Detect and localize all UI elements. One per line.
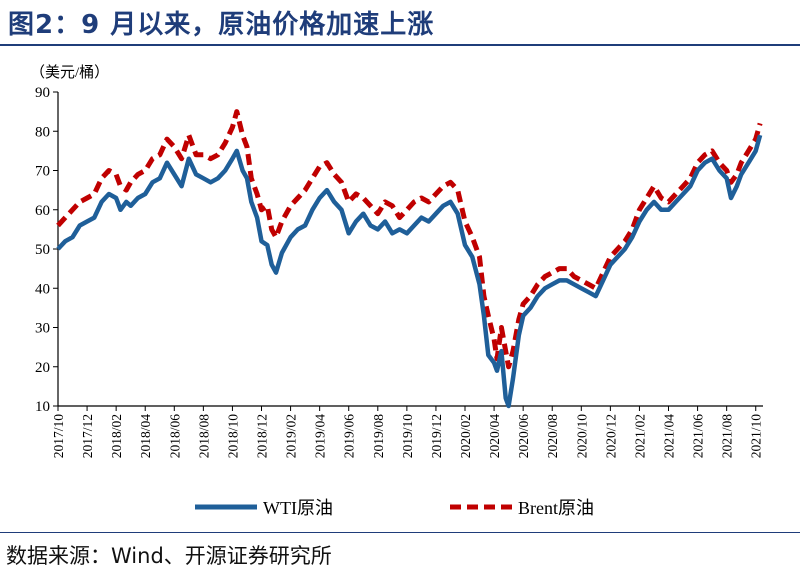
x-tick-label: 2017/10 [51,414,66,459]
title-divider [0,44,800,46]
y-tick-label: 70 [35,164,50,180]
x-tick-label: 2019/04 [313,414,328,459]
legend-item-brent: Brent原油 [450,498,594,518]
x-tick-label: 2019/10 [400,414,415,459]
brent-series-line [56,109,763,370]
data-source-note: 数据来源：Wind、开源证券研究所 [6,544,332,568]
y-tick-label: 90 [35,85,50,101]
y-tick-label: 30 [35,321,50,337]
x-tick-label: 2020/08 [545,414,560,459]
x-tick-label: 2021/10 [749,414,764,459]
x-tick-label: 2017/12 [80,414,95,458]
legend: WTI原油 Brent原油 [195,498,594,518]
x-tick-label: 2019/08 [371,414,386,459]
legend-item-wti: WTI原油 [195,498,333,518]
source-divider [0,532,800,533]
x-tick-label: 2019/06 [342,414,357,459]
y-tick-label: 10 [35,399,50,415]
y-tick-label: 40 [35,281,50,297]
x-tick-label: 2019/02 [284,414,299,458]
y-tick-label: 20 [35,360,50,376]
x-tick-label: 2018/08 [196,414,211,459]
x-tick-label: 2021/08 [720,414,735,459]
x-tick-label: 2020/12 [603,414,618,458]
x-tick-label: 2018/12 [255,414,270,458]
x-tick-label: 2019/12 [429,414,444,458]
x-tick-label: 2020/06 [516,414,531,459]
x-tick-label: 2020/10 [574,414,589,459]
chart-title: 图2：9 月以来，原油价格加速上涨 [8,10,435,40]
y-axis: 10 20 30 40 50 60 70 80 90 [35,85,59,415]
wti-series-line [56,134,763,409]
x-tick-label: 2021/02 [632,414,647,458]
y-axis-unit-label: （美元/桶） [30,64,109,81]
x-tick-label: 2021/04 [662,414,677,459]
legend-label: Brent原油 [518,498,594,518]
x-tick-label: 2021/06 [691,414,706,459]
line-chart: 10 20 30 40 50 60 70 80 90 2017/10 2017/12 2018/02… [30,64,764,518]
x-axis: 2017/10 2017/12 2018/02 2018/04 2018/06 2018/… [51,405,764,459]
x-tick-label: 2018/06 [167,414,182,459]
x-tick-label: 2020/04 [487,414,502,459]
x-tick-label: 2018/04 [138,414,153,459]
y-tick-label: 60 [35,203,50,219]
x-tick-label: 2018/10 [225,414,240,459]
y-tick-label: 50 [35,242,50,258]
series-group [56,109,763,409]
x-tick-label: 2020/02 [458,414,473,458]
y-tick-label: 80 [35,124,50,140]
legend-label: WTI原油 [263,498,333,518]
x-tick-label: 2018/02 [109,414,124,458]
